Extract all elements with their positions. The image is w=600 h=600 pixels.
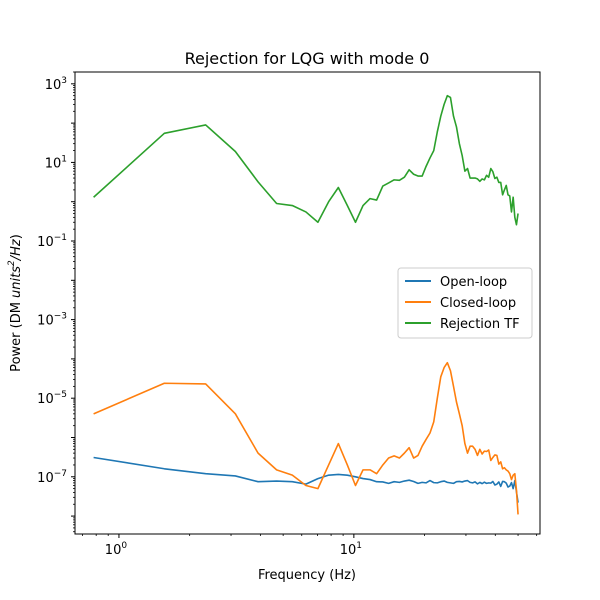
y-axis-label-per-hz: /Hz <box>9 238 24 261</box>
y-tick-label: 10−5 <box>37 390 67 407</box>
y-tick-label-exponent: −1 <box>54 233 67 243</box>
series-line-closed-loop <box>93 361 519 515</box>
y-tick-label-base: 10 <box>37 314 54 329</box>
series-line-open-loop <box>93 456 519 503</box>
y-tick-label: 101 <box>45 154 67 171</box>
y-tick-label: 10−1 <box>37 233 67 250</box>
y-tick-label-exponent: −7 <box>54 469 67 479</box>
y-tick-label-exponent: −5 <box>54 390 67 400</box>
legend: Open-loop Closed-loop Rejection TF <box>397 267 533 339</box>
legend-box <box>397 267 533 339</box>
legend-label-open-loop: Open-loop <box>440 275 507 290</box>
plot-area <box>93 94 519 515</box>
plot-frame <box>74 71 541 535</box>
series-line-rejection-tf <box>93 94 519 226</box>
y-tick-label-exponent: 1 <box>61 154 67 164</box>
y-axis-label-units: units <box>9 266 24 298</box>
y-axis-label-exponent: 2 <box>7 260 17 266</box>
y-tick-label-base: 10 <box>45 156 62 171</box>
x-tick-label: 100 <box>105 541 128 558</box>
y-axis-label: Power (DM units2/Hz) <box>7 234 24 372</box>
x-axis-label: Frequency (Hz) <box>258 568 356 583</box>
x-tick-label-exponent: 1 <box>356 541 362 551</box>
y-tick-label-exponent: −3 <box>54 312 67 322</box>
y-tick-label-base: 10 <box>45 78 62 93</box>
y-tick-label-exponent: 3 <box>61 76 67 86</box>
chart-title: Rejection for LQG with mode 0 <box>185 49 430 68</box>
y-tick-label-base: 10 <box>37 392 54 407</box>
legend-label-rejection-tf: Rejection TF <box>440 317 520 332</box>
y-tick-label-base: 10 <box>37 471 54 486</box>
y-tick-label: 10−7 <box>37 469 67 486</box>
x-tick-label: 101 <box>340 541 362 558</box>
x-tick-label-exponent: 0 <box>121 541 127 551</box>
y-tick-label: 10−3 <box>37 312 67 329</box>
y-axis-label-prefix: Power (DM <box>9 298 24 372</box>
y-tick-label-base: 10 <box>37 235 54 250</box>
legend-label-closed-loop: Closed-loop <box>440 296 516 311</box>
y-tick-label: 103 <box>45 76 67 93</box>
x-axis: 100 101 <box>82 534 538 558</box>
x-tick-label-base: 10 <box>340 543 357 558</box>
y-axis-label-suffix: ) <box>9 234 24 239</box>
x-tick-label-base: 10 <box>105 543 122 558</box>
